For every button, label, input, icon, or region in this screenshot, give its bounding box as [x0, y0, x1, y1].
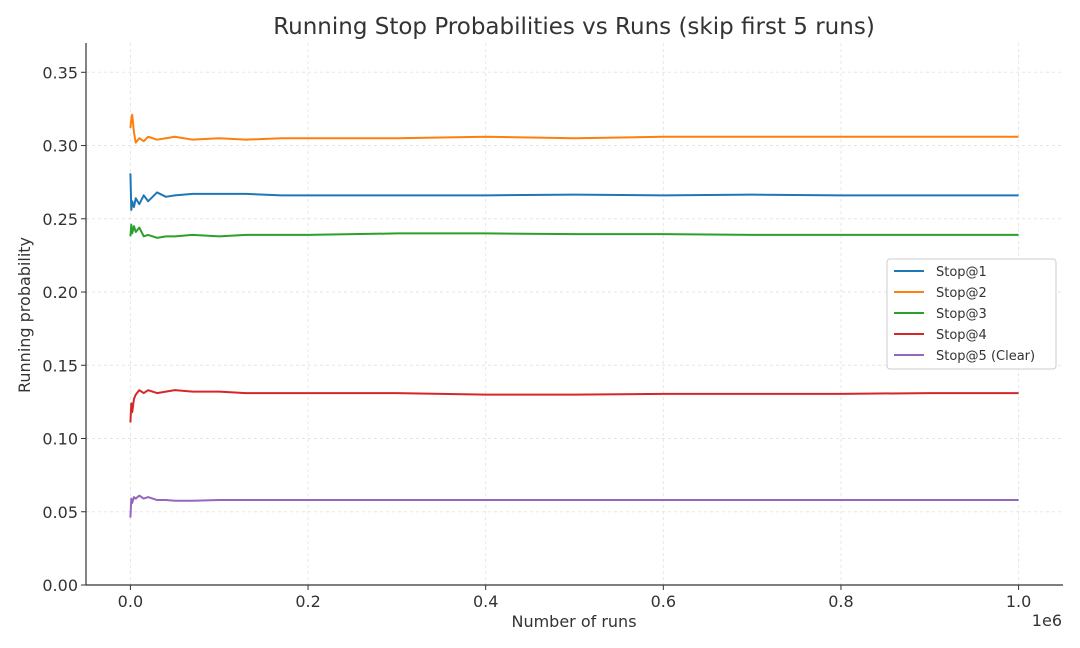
legend-label-stop-1: Stop@1 — [936, 265, 987, 280]
y-tick-label: 0.15 — [42, 356, 78, 375]
legend-label-stop-2: Stop@2 — [936, 286, 987, 301]
y-tick-label: 0.00 — [42, 576, 78, 595]
y-tick-label: 0.30 — [42, 137, 78, 156]
y-tick-label: 0.20 — [42, 283, 78, 302]
x-tick-label: 0.6 — [651, 592, 676, 611]
series-line-stop-3 — [129, 223, 1019, 239]
ticks-layer: 0.0 0.2 0.4 0.6 0.8 1.0 0.00 0.05 0.10 0.15 0.20 0.… — [42, 63, 1031, 611]
x-axis-title: Number of runs — [511, 612, 636, 631]
series-line-stop-5 — [129, 494, 1019, 518]
series-layer — [129, 113, 1019, 518]
y-tick-label: 0.25 — [42, 210, 78, 229]
legend: Stop@1 Stop@2 Stop@3 Stop@4 Stop@5 (Clear) — [886, 258, 1057, 370]
x-tick-label: 0.0 — [118, 592, 143, 611]
x-axis-offset-label: 1e6 — [1032, 611, 1062, 630]
y-tick-label: 0.05 — [42, 503, 78, 522]
axes-layer — [85, 43, 1063, 586]
series-line-stop-2 — [129, 113, 1019, 144]
legend-box — [886, 258, 1057, 370]
chart-title: Running Stop Probabilities vs Runs (skip… — [273, 14, 875, 40]
x-tick-label: 0.2 — [295, 592, 320, 611]
x-tick-label: 1.0 — [1006, 592, 1031, 611]
y-tick-label: 0.10 — [42, 430, 78, 449]
series-line-stop-4 — [129, 389, 1019, 423]
legend-label-stop-5: Stop@5 (Clear) — [936, 349, 1035, 364]
y-axis-title: Running probability — [15, 237, 34, 393]
legend-label-stop-4: Stop@4 — [936, 328, 987, 343]
legend-items: Stop@1 Stop@2 Stop@3 Stop@4 Stop@5 (Clear) — [894, 265, 1035, 364]
x-tick-label: 0.8 — [828, 592, 853, 611]
x-tick-label: 0.4 — [473, 592, 498, 611]
legend-label-stop-3: Stop@3 — [936, 307, 987, 322]
y-tick-label: 0.35 — [42, 63, 78, 82]
series-line-stop-1 — [129, 173, 1019, 211]
